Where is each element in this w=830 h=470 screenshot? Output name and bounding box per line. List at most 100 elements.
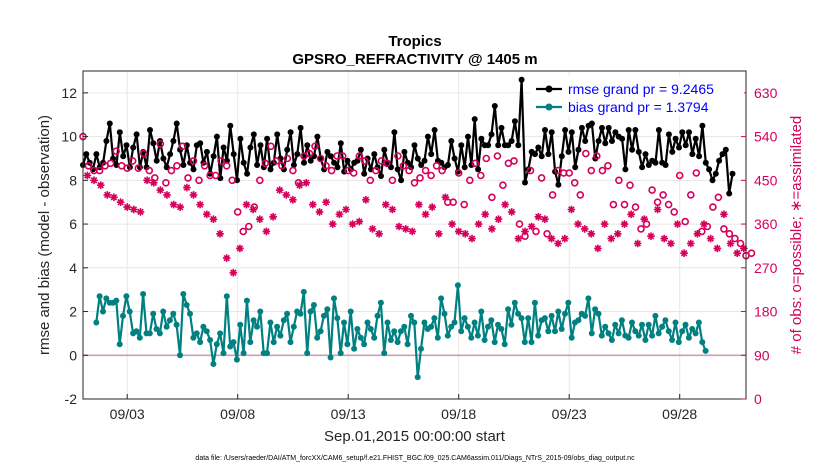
data-point [461,315,468,322]
data-point [378,173,384,179]
data-point [361,341,368,348]
data-point [193,330,200,337]
possible-obs-point [476,171,485,180]
assimilated-obs-point [673,220,682,228]
data-point [421,319,428,326]
possible-obs-point [360,157,369,165]
data-point [612,129,619,136]
possible-obs-point [112,147,120,155]
possible-obs-point [289,166,297,175]
possible-obs-point [211,171,220,180]
data-point [334,164,341,171]
data-point [414,155,421,162]
assimilated-obs-point [494,215,503,223]
possible-obs-point [581,149,590,158]
data-point [177,352,183,359]
data-point [485,142,492,149]
data-point [605,330,612,337]
data-point [555,181,562,188]
possible-obs-point [709,203,717,211]
data-point [478,135,485,142]
data-point [254,162,261,168]
data-point [692,135,699,142]
data-point [180,291,187,297]
data-point [170,138,177,144]
data-point [531,299,538,306]
data-point [642,151,649,158]
x-tick-label: 09/28 [662,406,697,422]
data-point [250,131,257,138]
data-point [645,321,652,328]
possible-obs-point [267,142,275,151]
data-point [277,332,284,339]
possible-obs-point [454,169,463,177]
data-point [454,282,461,289]
assimilated-obs-point [541,215,549,223]
assimilated-obs-point [335,210,344,219]
assimilated-obs-point [501,200,509,209]
data-point [160,308,167,315]
data-point [203,148,210,155]
data-point [408,164,415,171]
data-point [655,127,662,133]
data-point [217,330,224,337]
assimilated-obs-point [249,205,257,214]
data-point [662,162,669,168]
data-point [602,140,609,147]
data-point [575,146,582,153]
data-point [458,142,465,149]
assimilated-obs-point [521,227,529,236]
data-point [471,319,478,326]
y2-tick-label: 540 [754,129,778,145]
data-point [351,345,358,352]
data-point [337,140,344,147]
data-point [505,306,512,313]
series-3 [83,171,748,277]
data-point [535,144,542,151]
data-point [314,334,321,341]
data-point [702,159,709,166]
assimilated-obs-point [733,249,742,257]
data-point [682,321,689,328]
possible-obs-point [681,217,690,226]
assimilated-obs-point [103,191,112,199]
data-point [213,341,220,348]
possible-obs-point [255,176,264,185]
data-point [719,151,726,158]
data-point [317,155,324,162]
possible-obs-point [659,191,667,199]
footnote: data file: /Users/raeder/DAI/ATM_forcXX/… [195,455,635,462]
data-point [652,159,659,166]
data-point [257,142,264,149]
data-point [471,116,478,123]
data-point [290,162,297,168]
data-point [515,142,522,149]
data-point [679,129,686,136]
possible-obs-point [570,179,579,187]
data-point [655,330,662,337]
data-point [297,124,304,131]
data-point [558,326,565,332]
data-point [672,135,679,142]
possible-obs-point [95,166,104,175]
data-point [699,122,706,129]
assimilated-obs-point [713,244,722,253]
data-point [562,127,569,133]
data-point [672,319,679,326]
data-point [247,144,254,151]
x-axis-label: Sep.01,2015 00:00:00 start [324,428,506,445]
data-point [310,302,317,308]
data-point [183,302,190,308]
data-point [665,328,672,335]
legend-marker-bias [545,103,553,111]
data-point [592,306,599,313]
data-point [588,330,595,337]
possible-obs-point [471,159,480,168]
data-point [541,315,548,322]
data-point [615,330,622,337]
data-point [257,308,264,315]
possible-obs-point [653,198,662,206]
data-point [284,146,291,153]
assimilated-obs-point [156,186,165,194]
data-point [448,323,455,330]
